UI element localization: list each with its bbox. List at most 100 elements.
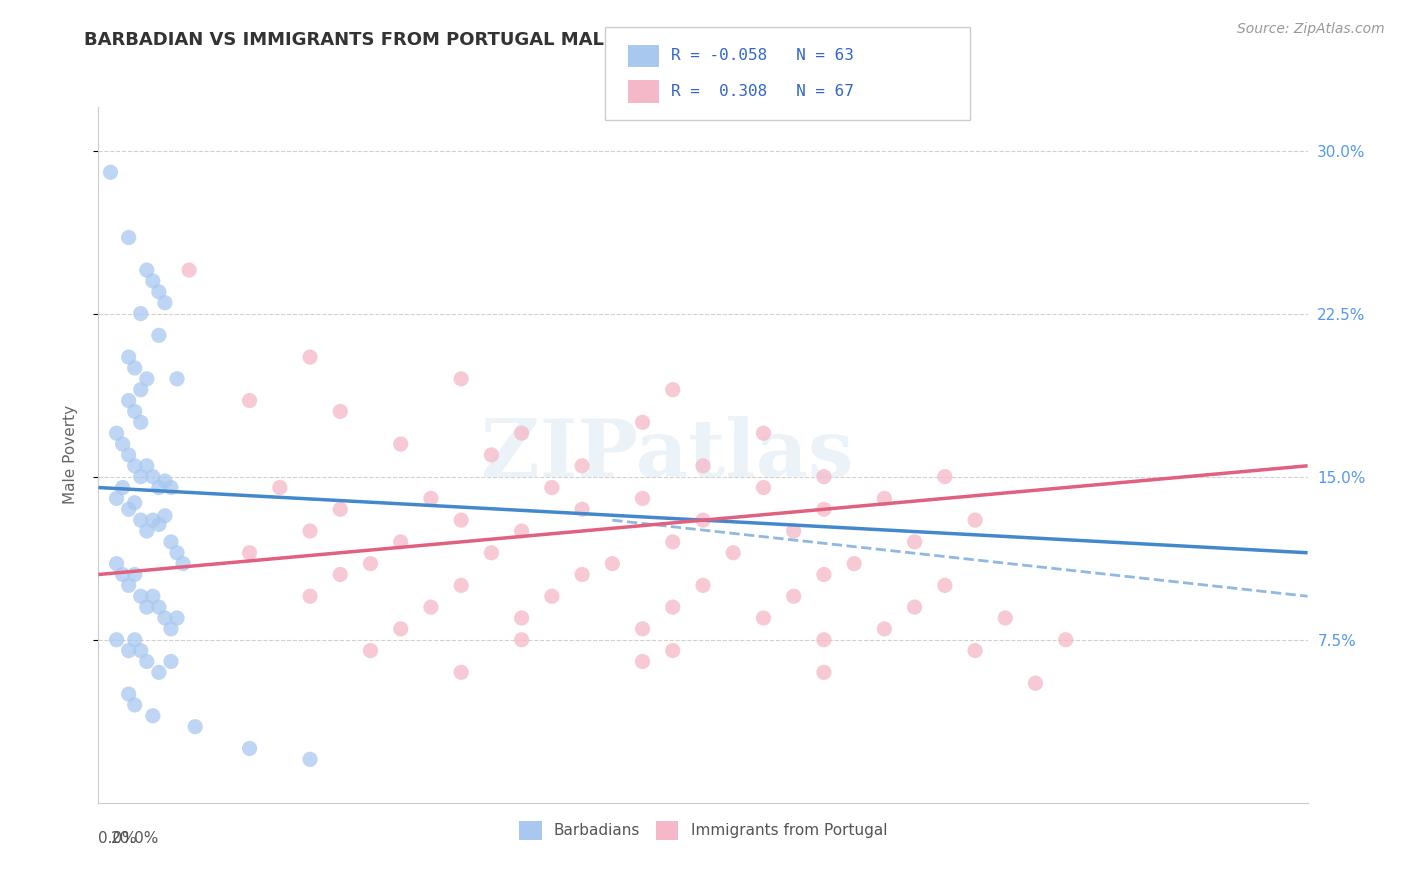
Point — [153, 611, 176, 625]
Point — [994, 611, 1017, 625]
Point — [450, 513, 472, 527]
Point — [118, 448, 141, 462]
Point — [118, 230, 141, 244]
Point — [389, 622, 412, 636]
Point — [329, 502, 352, 516]
Point — [148, 285, 170, 299]
Point — [813, 567, 835, 582]
Point — [142, 708, 165, 723]
Point — [481, 546, 503, 560]
Point — [160, 622, 183, 636]
Point — [631, 491, 654, 506]
Point — [148, 517, 170, 532]
Point — [752, 426, 775, 441]
Point — [142, 513, 165, 527]
Point — [299, 350, 322, 364]
Point — [965, 643, 987, 657]
Point — [105, 557, 128, 571]
Point — [360, 643, 382, 657]
Text: 20.0%: 20.0% — [111, 830, 159, 846]
Point — [631, 655, 654, 669]
Text: R =  0.308   N = 67: R = 0.308 N = 67 — [671, 84, 853, 99]
Point — [135, 458, 157, 473]
Point — [1054, 632, 1077, 647]
Point — [124, 404, 146, 418]
Point — [1024, 676, 1046, 690]
Point — [135, 524, 157, 538]
Point — [450, 665, 472, 680]
Point — [389, 534, 412, 549]
Point — [813, 632, 835, 647]
Point — [692, 513, 714, 527]
Point — [873, 622, 896, 636]
Point — [269, 481, 291, 495]
Point — [873, 491, 896, 506]
Point — [631, 415, 654, 429]
Point — [129, 589, 152, 603]
Point — [148, 481, 170, 495]
Point — [360, 557, 382, 571]
Point — [965, 513, 987, 527]
Point — [661, 534, 683, 549]
Point — [124, 496, 146, 510]
Point — [166, 546, 188, 560]
Text: 0.0%: 0.0% — [98, 830, 138, 846]
Point — [692, 458, 714, 473]
Point — [450, 578, 472, 592]
Point — [142, 589, 165, 603]
Point — [160, 655, 183, 669]
Point — [571, 567, 593, 582]
Point — [481, 448, 503, 462]
Point — [723, 546, 745, 560]
Point — [934, 578, 956, 592]
Text: ZIPatlas: ZIPatlas — [481, 416, 853, 494]
Point — [129, 415, 152, 429]
Text: BARBADIAN VS IMMIGRANTS FROM PORTUGAL MALE POVERTY CORRELATION CHART: BARBADIAN VS IMMIGRANTS FROM PORTUGAL MA… — [84, 31, 936, 49]
Point — [299, 752, 322, 766]
Point — [148, 600, 170, 615]
Point — [153, 508, 176, 523]
Point — [299, 589, 322, 603]
Point — [118, 687, 141, 701]
Point — [540, 481, 562, 495]
Point — [631, 622, 654, 636]
Point — [135, 372, 157, 386]
Point — [510, 524, 533, 538]
Point — [118, 350, 141, 364]
Point — [160, 481, 183, 495]
Point — [329, 404, 352, 418]
Point — [602, 557, 624, 571]
Point — [571, 502, 593, 516]
Text: R = -0.058   N = 63: R = -0.058 N = 63 — [671, 48, 853, 63]
Point — [813, 469, 835, 483]
Point — [148, 665, 170, 680]
Point — [142, 469, 165, 483]
Point — [129, 383, 152, 397]
Point — [389, 437, 412, 451]
Point — [105, 426, 128, 441]
Point — [148, 328, 170, 343]
Point — [142, 274, 165, 288]
Point — [111, 481, 134, 495]
Point — [118, 502, 141, 516]
Point — [571, 458, 593, 473]
Point — [329, 567, 352, 582]
Point — [692, 578, 714, 592]
Point — [124, 698, 146, 712]
Point — [661, 643, 683, 657]
Point — [510, 632, 533, 647]
Point — [420, 491, 443, 506]
Point — [124, 632, 146, 647]
Point — [129, 307, 152, 321]
Point — [118, 578, 141, 592]
Point — [661, 383, 683, 397]
Point — [661, 600, 683, 615]
Point — [752, 481, 775, 495]
Point — [239, 741, 262, 756]
Point — [783, 524, 806, 538]
Y-axis label: Male Poverty: Male Poverty — [63, 405, 77, 505]
Point — [783, 589, 806, 603]
Legend: Barbadians, Immigrants from Portugal: Barbadians, Immigrants from Portugal — [512, 814, 894, 847]
Point — [160, 534, 183, 549]
Point — [124, 458, 146, 473]
